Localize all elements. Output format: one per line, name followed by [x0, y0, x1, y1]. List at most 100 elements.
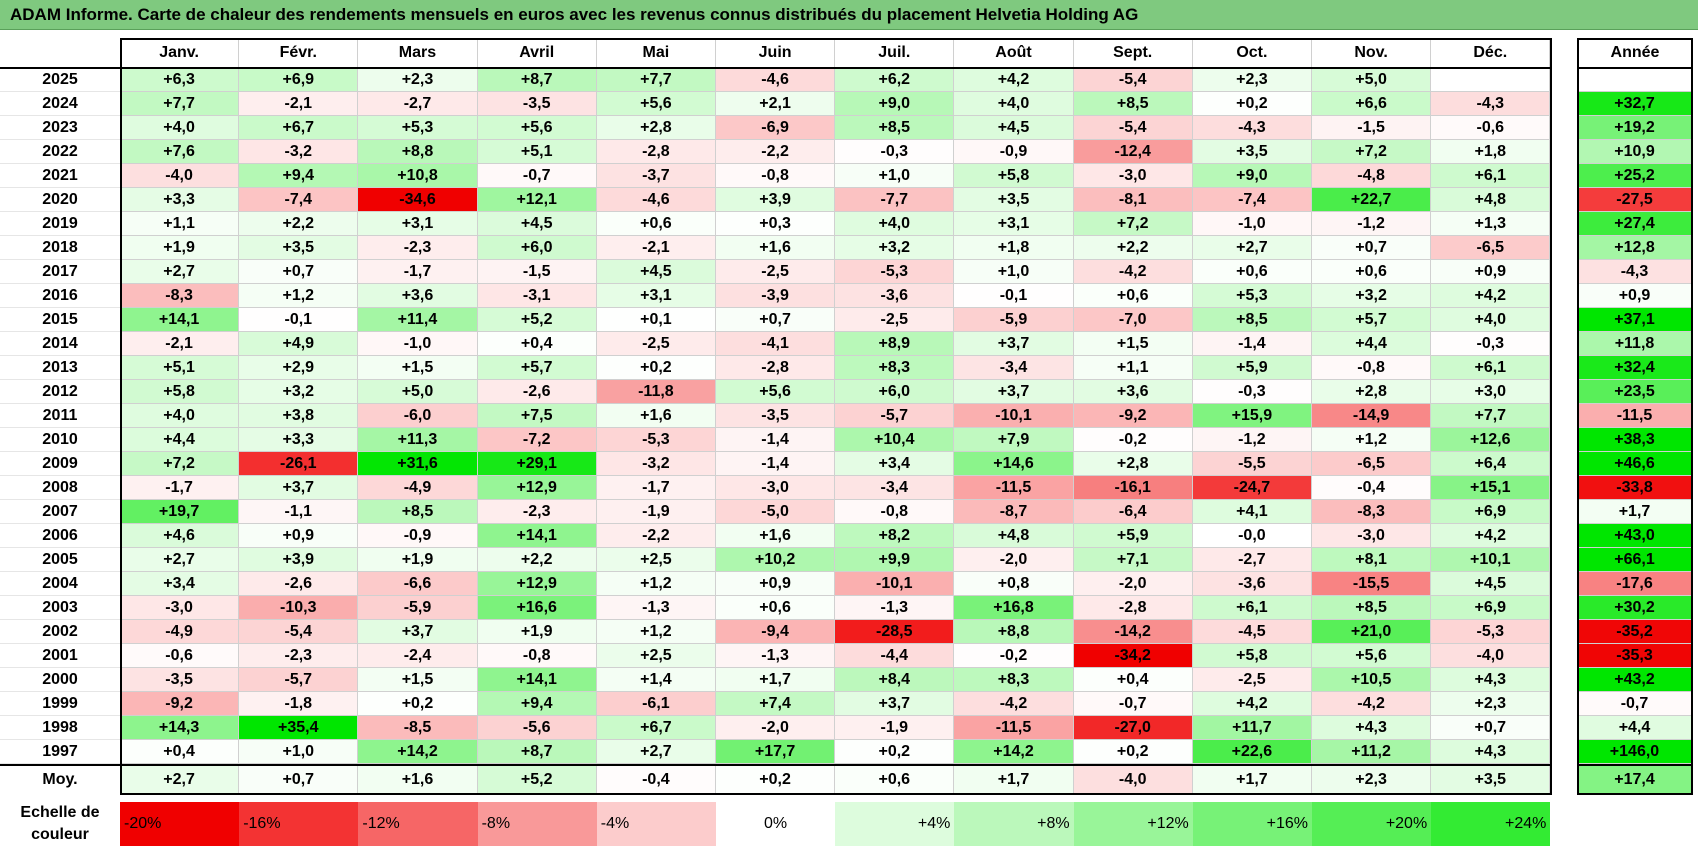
scale-swatch: +20% [1312, 802, 1432, 846]
heatmap-cell: +3,2 [239, 380, 359, 404]
heatmap-cell: +0,2 [835, 740, 955, 764]
heatmap-cell: -10,3 [239, 596, 359, 620]
heatmap-cell: -8,1 [1073, 188, 1193, 212]
year-label: 2024 [0, 92, 120, 116]
heatmap-cell: +17,7 [716, 740, 836, 764]
year-label: 2013 [0, 356, 120, 380]
annual-cell: -27,5 [1577, 188, 1693, 212]
heatmap-cell: +3,9 [716, 188, 836, 212]
heatmap-cell: +8,7 [477, 740, 597, 764]
annual-cell: +38,3 [1577, 428, 1693, 452]
heatmap-cell: +1,5 [358, 356, 478, 380]
heatmap-cell: +22,6 [1192, 740, 1312, 764]
heatmap-cell: +1,9 [358, 548, 478, 572]
heatmap-cell: -2,5 [1192, 668, 1312, 692]
heatmap-cell: +6,9 [1431, 500, 1551, 524]
annual-cell: +1,7 [1577, 500, 1693, 524]
heatmap-cell: +3,5 [239, 236, 359, 260]
heatmap-cell: -11,5 [954, 476, 1074, 500]
heatmap-cell: +12,9 [477, 572, 597, 596]
heatmap-cell: +0,6 [1073, 284, 1193, 308]
heatmap-cell: +2,2 [1073, 236, 1193, 260]
heatmap-cell: +1,0 [835, 164, 955, 188]
heatmap-cell: +0,4 [120, 740, 240, 764]
heatmap-cell: -4,2 [954, 692, 1074, 716]
heatmap-cell: -4,2 [1073, 260, 1193, 284]
heatmap-cell: -3,0 [120, 596, 240, 620]
heatmap-cell: -1,2 [1192, 428, 1312, 452]
year-label: 2011 [0, 404, 120, 428]
heatmap-cell: +2,5 [596, 644, 716, 668]
year-label: 2003 [0, 596, 120, 620]
heatmap-cell: +2,8 [596, 116, 716, 140]
heatmap-cell: +4,6 [120, 524, 240, 548]
year-label: 2014 [0, 332, 120, 356]
annual-cell: +43,2 [1577, 668, 1693, 692]
annual-cell: +30,2 [1577, 596, 1693, 620]
scale-swatch: +4% [835, 802, 955, 846]
heatmap-cell: +6,1 [1431, 164, 1551, 188]
heatmap-cell: +2,8 [1073, 452, 1193, 476]
heatmap-cell: -3,0 [1312, 524, 1432, 548]
heatmap-cell: +3,3 [120, 188, 240, 212]
heatmap-cell: +5,6 [1312, 644, 1432, 668]
heatmap-cell: +5,3 [1192, 284, 1312, 308]
heatmap-cell [1431, 68, 1551, 92]
heatmap-cell: +9,4 [477, 692, 597, 716]
heatmap-cell: -2,2 [596, 524, 716, 548]
heatmap-cell: +0,6 [1192, 260, 1312, 284]
heatmap-cell: -3,4 [835, 476, 955, 500]
heatmap-cell: +2,2 [477, 548, 597, 572]
heatmap-cell: -2,6 [477, 380, 597, 404]
heatmap-cell: -2,1 [120, 332, 240, 356]
heatmap-cell: +3,2 [1312, 284, 1432, 308]
heatmap-cell: -5,4 [239, 620, 359, 644]
heatmap-cell: +3,1 [358, 212, 478, 236]
scale-swatch: -20% [120, 802, 240, 846]
heatmap-cell: +6,6 [1312, 92, 1432, 116]
heatmap-cell: +10,1 [1431, 548, 1551, 572]
average-cell: +1,7 [1192, 766, 1312, 794]
annual-cell: +0,9 [1577, 284, 1693, 308]
heatmap-cell: -1,8 [239, 692, 359, 716]
heatmap-cell: -2,6 [239, 572, 359, 596]
heatmap-cell: -2,1 [596, 236, 716, 260]
heatmap-cell: -7,4 [1192, 188, 1312, 212]
heatmap-cell: +6,1 [1192, 596, 1312, 620]
heatmap-cell: +2,3 [1192, 68, 1312, 92]
heatmap-cell: +8,4 [835, 668, 955, 692]
heatmap-cell: +0,2 [1192, 92, 1312, 116]
heatmap-cell: +0,2 [1073, 740, 1193, 764]
heatmap-cell: -1,3 [596, 596, 716, 620]
scale-swatch: +24% [1431, 802, 1551, 846]
average-cell: +3,5 [1431, 766, 1551, 794]
heatmap-cell: +1,2 [596, 620, 716, 644]
heatmap-cell: +1,0 [239, 740, 359, 764]
heatmap-cell: -12,4 [1073, 140, 1193, 164]
heatmap-cell: -0,3 [1431, 332, 1551, 356]
average-cell: +2,7 [120, 766, 240, 794]
annual-cell: +66,1 [1577, 548, 1693, 572]
annual-cell: -11,5 [1577, 404, 1693, 428]
heatmap-cell: +4,5 [954, 116, 1074, 140]
heatmap-cell: +8,8 [954, 620, 1074, 644]
heatmap-cell: +4,1 [1192, 500, 1312, 524]
heatmap-cell: +6,4 [1431, 452, 1551, 476]
heatmap-cell: +6,9 [1431, 596, 1551, 620]
heatmap-cell: +4,5 [596, 260, 716, 284]
heatmap-cell: +4,4 [1312, 332, 1432, 356]
heatmap-cell: -1,1 [239, 500, 359, 524]
heatmap-cell: +0,6 [1312, 260, 1432, 284]
heatmap-cell: +5,6 [716, 380, 836, 404]
annual-cell: -0,7 [1577, 692, 1693, 716]
annual-cell: +11,8 [1577, 332, 1693, 356]
month-header: Nov. [1312, 38, 1432, 68]
heatmap-cell: -8,3 [1312, 500, 1432, 524]
heatmap-cell: +5,8 [954, 164, 1074, 188]
heatmap-cell: -4,2 [1312, 692, 1432, 716]
heatmap-cell: +4,2 [954, 68, 1074, 92]
year-label: 1999 [0, 692, 120, 716]
heatmap-cell: +1,7 [716, 668, 836, 692]
heatmap-cell: -2,0 [954, 548, 1074, 572]
heatmap-cell: -3,5 [477, 92, 597, 116]
